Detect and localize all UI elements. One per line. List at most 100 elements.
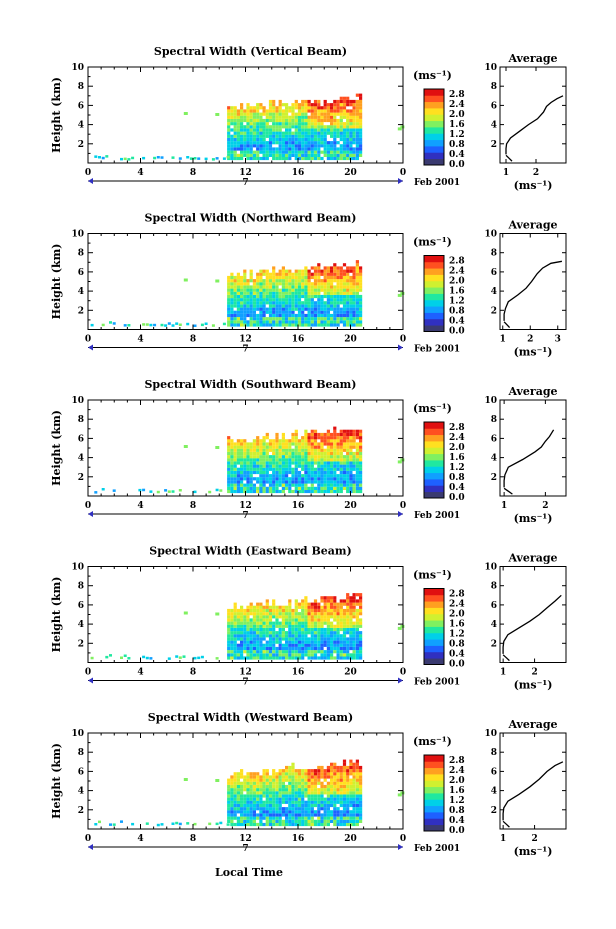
date-label: Feb 2001 xyxy=(414,844,460,854)
heat-cell xyxy=(236,653,240,657)
heat-cell xyxy=(349,653,353,657)
heat-cell xyxy=(272,605,276,609)
heat-cell xyxy=(278,445,282,449)
heat-cell xyxy=(265,458,269,462)
y-tick-label: 10 xyxy=(71,396,84,406)
heat-cell xyxy=(336,813,340,817)
heat-cell xyxy=(275,612,279,616)
heat-cell xyxy=(359,442,363,446)
heat-cell xyxy=(252,631,256,635)
heat-cell xyxy=(301,307,305,311)
heat-cell xyxy=(240,775,244,779)
heat-cell xyxy=(339,637,343,641)
heat-cell xyxy=(397,793,402,797)
heat-cell xyxy=(281,794,285,798)
heat-cell xyxy=(288,784,292,789)
heat-cell xyxy=(359,288,363,292)
heat-cell xyxy=(346,99,350,104)
heat-cell xyxy=(330,762,334,766)
heat-cell xyxy=(304,141,308,145)
heat-cell xyxy=(313,323,318,327)
heat-cell xyxy=(330,486,334,490)
heat-cell xyxy=(320,455,324,459)
heat-cell xyxy=(265,474,269,478)
heat-cell xyxy=(291,301,295,305)
heat-cell xyxy=(359,781,363,785)
heat-cell xyxy=(352,653,356,657)
heat-cell xyxy=(262,810,266,814)
heat-cell xyxy=(265,807,269,811)
heat-cell xyxy=(355,474,359,478)
heat-cell xyxy=(291,807,295,811)
heat-cell xyxy=(294,275,298,280)
heat-cell xyxy=(310,612,314,616)
heat-cell xyxy=(227,307,231,311)
heat-cell xyxy=(291,467,295,471)
average-x-tick-label: 1 xyxy=(500,834,506,844)
heat-cell xyxy=(352,612,356,616)
heat-cell xyxy=(342,480,347,484)
heat-cell xyxy=(227,313,231,318)
heat-cell xyxy=(272,643,276,647)
heat-cell xyxy=(336,147,340,151)
heat-cell xyxy=(310,602,314,606)
heat-cell xyxy=(243,282,247,286)
heat-cell xyxy=(262,112,266,116)
heat-cell xyxy=(291,304,295,308)
heat-cell xyxy=(123,157,127,161)
heat-cell xyxy=(120,656,123,659)
heat-cell xyxy=(256,282,260,286)
heat-cell xyxy=(317,451,321,456)
heat-cell xyxy=(307,269,311,273)
heat-cell xyxy=(112,322,116,325)
heat-cell xyxy=(278,99,282,104)
heat-cell xyxy=(330,599,334,603)
heat-cell xyxy=(272,298,276,302)
heat-cell xyxy=(307,288,311,292)
heat-cell xyxy=(336,624,340,628)
heat-cell xyxy=(333,634,337,638)
heat-cell xyxy=(285,442,289,446)
heat-cell xyxy=(294,269,298,273)
heat-cell xyxy=(317,106,321,110)
heat-cell xyxy=(268,483,273,487)
heat-cell xyxy=(285,822,289,827)
heat-cell xyxy=(317,131,321,135)
heat-cell xyxy=(259,477,263,481)
heat-cell xyxy=(304,298,308,302)
heat-cell xyxy=(291,317,295,321)
heat-cell xyxy=(346,307,350,311)
heat-cell xyxy=(211,158,215,161)
heat-cell xyxy=(262,307,266,311)
heat-cell xyxy=(326,813,330,817)
heat-cell xyxy=(249,631,253,635)
heat-cell xyxy=(310,477,314,481)
heat-cell xyxy=(236,480,240,484)
heat-cell xyxy=(352,784,356,789)
heat-cell xyxy=(233,653,237,657)
heat-cell xyxy=(256,778,260,782)
heat-cell xyxy=(236,275,240,280)
heat-cell xyxy=(281,819,285,823)
heat-cell xyxy=(359,266,363,270)
heat-cell xyxy=(339,445,343,449)
heat-cell xyxy=(243,618,247,622)
heat-cell xyxy=(233,794,237,798)
colorbar-swatch xyxy=(424,645,444,653)
heat-cell xyxy=(285,156,289,161)
heat-cell xyxy=(342,650,347,654)
heat-cell xyxy=(278,282,282,286)
heat-cell xyxy=(256,624,260,628)
heat-cell xyxy=(342,800,347,804)
heat-cell xyxy=(330,772,334,776)
heat-cell xyxy=(359,602,363,606)
heat-cell xyxy=(164,324,168,327)
heat-cell xyxy=(310,797,314,801)
heat-cell xyxy=(307,627,311,632)
heat-cell xyxy=(294,106,298,110)
heat-cell xyxy=(252,634,256,638)
heat-cell xyxy=(227,489,231,494)
heat-cell xyxy=(233,131,237,135)
heat-cell xyxy=(272,147,276,151)
heat-cell xyxy=(285,643,289,647)
